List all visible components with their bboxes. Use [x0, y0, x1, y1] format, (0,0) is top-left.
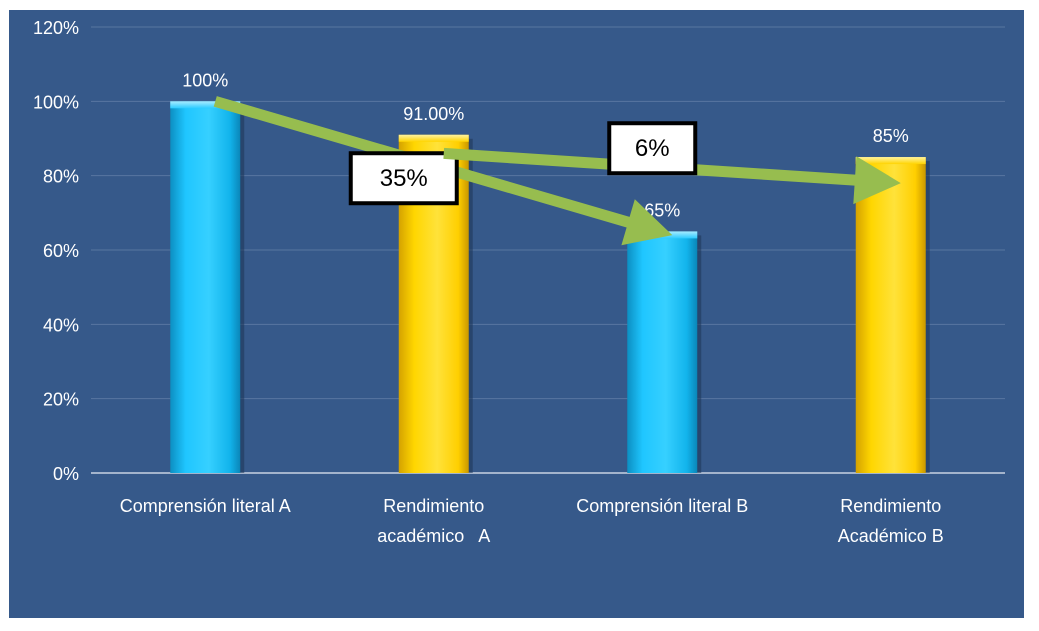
trend-arrow: [443, 147, 901, 205]
bar-chart: 0%20%40%60%80%100%120% 100%91.00%65%85% …: [9, 10, 1024, 618]
x-tick-label: Rendimiento: [383, 496, 484, 516]
bar-highlight: [170, 101, 241, 109]
y-tick-label: 40%: [43, 315, 79, 335]
bar: [855, 157, 926, 474]
annotation-box: [348, 151, 459, 206]
bar: [170, 101, 241, 473]
annotation-label: 6%: [635, 135, 670, 162]
data-label: 65%: [644, 200, 680, 220]
data-label: 85%: [873, 126, 909, 146]
bar: [627, 231, 698, 473]
y-tick-label: 60%: [43, 241, 79, 261]
x-tick-label: Comprensión literal A: [120, 496, 291, 516]
data-label: 91.00%: [403, 104, 464, 124]
x-tick-label: Comprensión literal B: [576, 496, 748, 516]
y-tick-label: 0%: [53, 464, 79, 484]
y-tick-label: 20%: [43, 390, 79, 410]
annotation-box: [607, 121, 698, 176]
y-tick-label: 80%: [43, 167, 79, 187]
chart-panel: 0% 20% 40% 60% 80% 100% 120% 100% 91.00% 65% 85% …: [9, 10, 1024, 618]
x-tick-label: Rendimiento: [840, 496, 941, 516]
annotation-label: 35%: [380, 165, 428, 192]
x-tick-label: Académico B: [838, 526, 944, 546]
y-tick-label: 100%: [33, 92, 79, 112]
bar-highlight: [398, 134, 469, 142]
x-tick-label: académico A: [377, 526, 490, 546]
bar-highlight: [855, 157, 926, 165]
data-label: 100%: [182, 70, 228, 90]
y-tick-label: 120%: [33, 18, 79, 38]
